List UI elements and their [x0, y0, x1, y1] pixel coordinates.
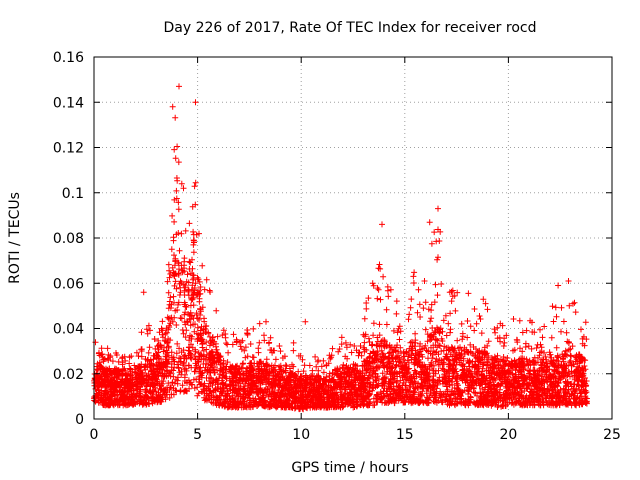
axis-ticks: 0 5 10 15 20 25 0 0.02 0.04 0.06 0.08 0.1 0.12 0.14 0.…: [53, 50, 621, 443]
x-tick-label: 20: [499, 427, 517, 443]
x-tick-label: 0: [90, 427, 99, 443]
y-tick-label: 0.12: [53, 141, 84, 157]
x-tick-label: 10: [292, 427, 310, 443]
roti-markers: [91, 83, 590, 413]
y-tick-label: 0.08: [53, 231, 84, 247]
y-tick-label: 0: [75, 412, 84, 428]
grid-lines: [94, 57, 612, 419]
y-tick-label: 0.16: [53, 50, 84, 66]
x-tick-label: 25: [603, 427, 621, 443]
x-axis-label: GPS time / hours: [291, 460, 408, 476]
y-tick-label: 0.06: [53, 276, 84, 292]
y-tick-label: 0.04: [53, 322, 84, 338]
x-tick-label: 15: [396, 427, 414, 443]
y-tick-label: 0.02: [53, 367, 84, 383]
x-tick-label: 5: [193, 427, 202, 443]
y-tick-label: 0.14: [53, 95, 84, 111]
y-axis-label: ROTI / TECUs: [7, 192, 23, 284]
chart-title: Day 226 of 2017, Rate Of TEC Index for r…: [164, 20, 537, 36]
data-points: [91, 83, 590, 413]
plot-frame: [93, 56, 613, 420]
y-tick-label: 0.1: [62, 186, 84, 202]
